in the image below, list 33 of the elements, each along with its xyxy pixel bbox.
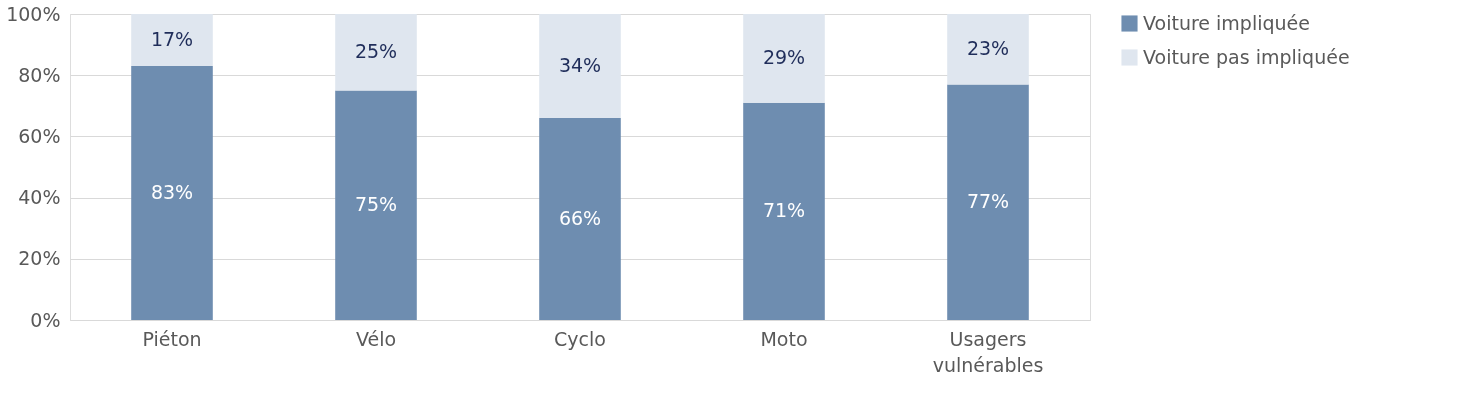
- x-tick-label: Vélo: [355, 327, 397, 350]
- bar: [131, 66, 213, 320]
- bar: [947, 84, 1029, 320]
- y-tick-label: 80%: [18, 63, 61, 86]
- data-label: 34%: [558, 54, 602, 77]
- x-tick-label: Piéton: [142, 327, 202, 350]
- data-label: 29%: [762, 46, 806, 69]
- legend-label: Voiture impliquée: [1143, 11, 1310, 34]
- x-tick-label: Moto: [760, 327, 808, 350]
- y-tick-label: 40%: [18, 186, 61, 209]
- bar: [539, 118, 621, 320]
- data-label: 75%: [354, 193, 398, 216]
- legend-label: Voiture pas impliquée: [1143, 45, 1350, 68]
- bar: [947, 14, 1029, 85]
- bar: [335, 14, 417, 91]
- bar: [131, 14, 213, 67]
- bar: [335, 90, 417, 320]
- y-tick-label: 0%: [30, 308, 61, 331]
- y-tick-label: 20%: [18, 247, 61, 270]
- bar: [743, 14, 825, 103]
- data-label: 23%: [966, 37, 1010, 60]
- data-label: 17%: [150, 28, 194, 51]
- y-tick-label: 100%: [6, 2, 61, 25]
- data-label: 83%: [150, 181, 194, 204]
- x-tick-label: Cyclo: [554, 327, 606, 350]
- bar: [539, 14, 621, 119]
- x-tick-label: Usagers vulnérables: [932, 327, 1044, 376]
- bar: [743, 102, 825, 320]
- y-tick-label: 60%: [18, 124, 61, 147]
- data-label: 66%: [558, 207, 602, 230]
- data-label: 25%: [354, 40, 398, 63]
- data-label: 71%: [762, 199, 806, 222]
- data-label: 77%: [966, 190, 1010, 213]
